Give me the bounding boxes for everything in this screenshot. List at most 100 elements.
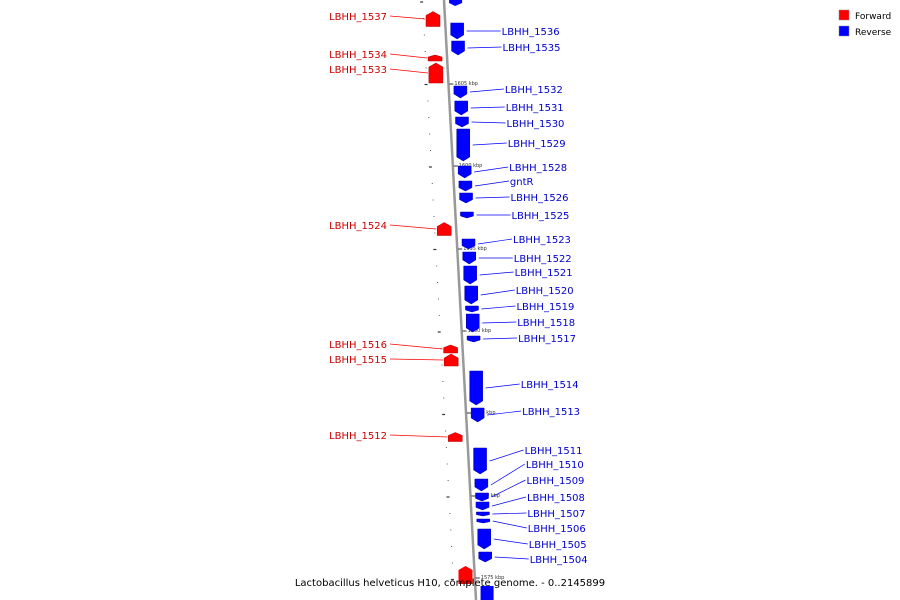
gene-reverse-shape: [480, 586, 494, 600]
gene-reverse-label: LBHH_1522: [514, 254, 572, 265]
gene-reverse-label: LBHH_1518: [517, 318, 575, 329]
gene-reverse-label: LBHH_1521: [515, 268, 573, 279]
gene-reverse-label: LBHH_1525: [511, 211, 569, 222]
gene-reverse-shape: [477, 528, 491, 550]
gene-reverse-shape: [462, 251, 477, 265]
gene-reverse-label: LBHH_1513: [522, 407, 580, 418]
gene-forward-shape: [428, 62, 444, 84]
gene-reverse-label: gntR: [510, 177, 534, 188]
gene-forward-label: LBHH_1515: [329, 355, 387, 366]
gene-reverse-shape: [465, 313, 480, 333]
legend-label-reverse: Reverse: [855, 28, 892, 38]
gene-reverse-leader: [479, 271, 514, 276]
scale-tick-label: 1595 kbp: [463, 246, 487, 252]
gene-reverse-leader: [492, 512, 527, 515]
gene-reverse-shape: [469, 370, 483, 406]
gene-reverse-shape: [470, 407, 485, 423]
gene-reverse-leader: [494, 556, 529, 560]
minor-ticks: [420, 1, 454, 581]
gene-reverse-shape: [460, 211, 474, 219]
gene-forward-leader: [389, 358, 444, 361]
gene-reverse-label: LBHH_1520: [516, 286, 574, 297]
legend: Forward Reverse: [838, 9, 892, 38]
gene-reverse-shape: [459, 192, 473, 204]
gene-forward-label: LBHH_1534: [329, 50, 387, 61]
scale-tick-label: 1590 kbp: [468, 328, 492, 334]
gene-reverse-shape: [463, 265, 477, 285]
gene-reverse-shape: [475, 492, 489, 502]
gene-reverse-label: LBHH_1509: [527, 476, 585, 487]
legend-swatch-forward: [838, 9, 850, 21]
gene-reverse-shape: [457, 165, 472, 179]
gene-reverse-label: LBHH_1507: [527, 509, 585, 520]
gene-reverse-label: LBHH_1528: [509, 163, 567, 174]
gene-reverse-shape: [461, 238, 476, 250]
gene-forward-leader: [389, 434, 448, 438]
gene-reverse-leader: [491, 479, 526, 498]
gene-reverse-shape: [465, 305, 479, 313]
gene-reverse-label: LBHH_1508: [527, 493, 585, 504]
genes: LBHH_1537 LBHH_1534 LBHH_1533 LBHH_1524 LBHH…: [329, 0, 588, 600]
gene-reverse-shape: [476, 511, 490, 517]
gene-reverse-leader: [492, 520, 527, 529]
gene-reverse-shape: [476, 518, 491, 524]
gene-forward-label: LBHH_1533: [329, 65, 387, 76]
gene-reverse-leader: [490, 463, 526, 486]
legend-swatch-reverse: [838, 25, 850, 37]
gene-reverse-shape: [474, 478, 489, 492]
gene-forward-leader: [389, 15, 426, 20]
scale-tick-label: 1605 kbp: [454, 81, 478, 87]
gene-reverse-label: LBHH_1517: [518, 334, 576, 345]
gene-forward-shape: [443, 344, 458, 354]
gene-forward-shape: [436, 222, 452, 236]
gene-reverse-label: LBHH_1536: [502, 27, 560, 38]
genome-caption: Lactobacillus helveticus H10, complete g…: [294, 578, 606, 589]
gene-forward-shape: [443, 353, 459, 367]
gene-reverse-shape: [455, 116, 469, 128]
gene-reverse-shape: [478, 551, 492, 563]
gene-reverse-leader: [480, 289, 515, 296]
gene-reverse-leader: [491, 496, 527, 507]
gene-reverse-shape: [450, 22, 464, 40]
gene-reverse-leader: [485, 383, 520, 389]
scale-tick-label: 1575 kbp: [481, 575, 505, 581]
gene-reverse-leader: [487, 410, 522, 416]
gene-forward-label: LBHH_1512: [329, 431, 387, 442]
gene-reverse-shape: [464, 285, 478, 305]
gene-reverse-leader: [477, 238, 513, 245]
gene-reverse-leader: [471, 121, 506, 124]
gene-reverse-label: LBHH_1526: [511, 193, 569, 204]
gene-reverse-shape: [473, 447, 487, 475]
gene-reverse-shape: [454, 100, 469, 116]
gene-reverse-label: LBHH_1519: [516, 302, 574, 313]
gene-reverse-shape: [451, 40, 465, 56]
gene-forward-leader: [389, 68, 428, 74]
gene-reverse-leader: [475, 196, 510, 199]
gene-forward-label: LBHH_1537: [329, 12, 387, 23]
gene-forward-shape: [458, 566, 473, 584]
legend-label-forward: Forward: [855, 12, 891, 22]
gene-forward-shape: [448, 432, 463, 442]
gene-reverse-leader: [483, 337, 518, 340]
gene-reverse-label: LBHH_1505: [529, 540, 587, 551]
gene-reverse-label: LBHH_1510: [526, 460, 584, 471]
gene-reverse-leader: [489, 449, 524, 462]
gene-reverse-label: LBHH_1532: [505, 85, 563, 96]
gene-reverse-leader: [481, 305, 516, 310]
gene-reverse-leader: [472, 142, 507, 146]
gene-reverse-label: LBHH_1531: [506, 103, 564, 114]
gene-reverse-shape: [458, 180, 473, 192]
gene-reverse-leader: [470, 106, 505, 109]
gene-reverse-shape: [475, 501, 490, 511]
gene-reverse-label: LBHH_1529: [508, 139, 566, 150]
gene-forward-shape: [425, 11, 441, 27]
gene-reverse-leader: [482, 321, 517, 324]
gene-reverse-shape: [456, 128, 470, 162]
gene-reverse-label: LBHH_1506: [528, 524, 586, 535]
gene-reverse-leader: [474, 180, 509, 187]
gene-forward-leader: [389, 224, 437, 230]
gene-reverse-leader: [467, 46, 502, 49]
gene-reverse-label: LBHH_1535: [503, 43, 561, 54]
gene-forward-leader: [389, 343, 443, 350]
